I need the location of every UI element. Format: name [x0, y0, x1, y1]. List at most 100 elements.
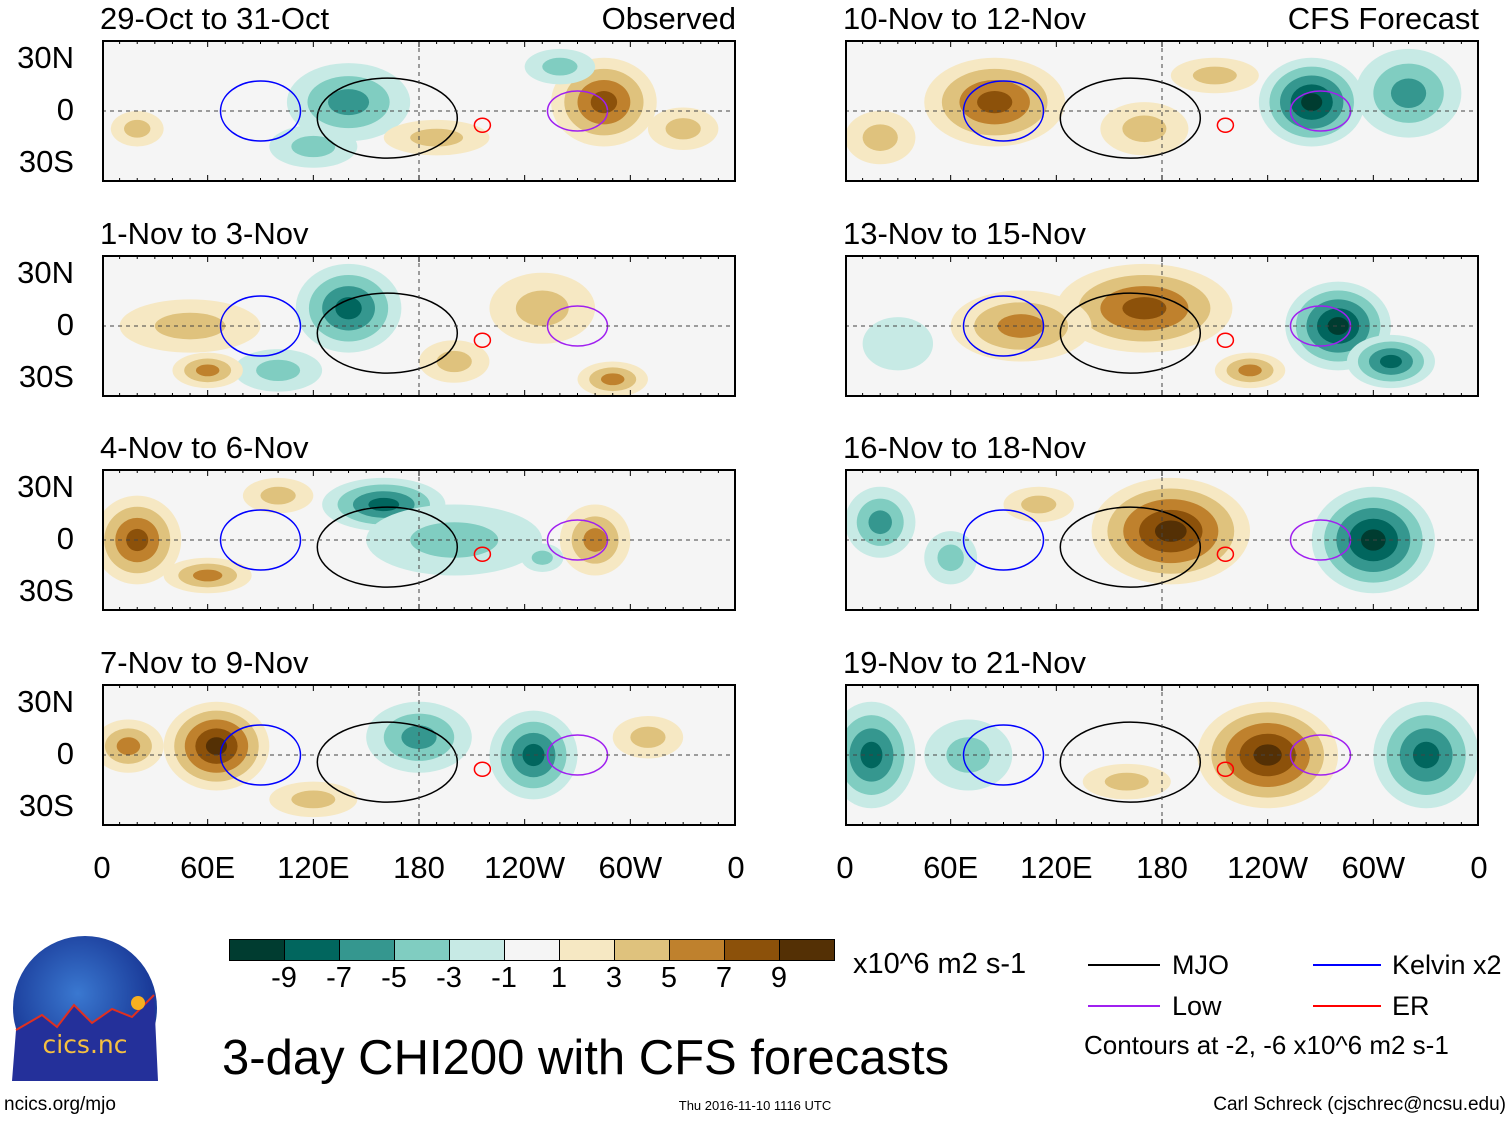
panel-frame [102, 469, 736, 611]
kelvin-contour [219, 295, 302, 357]
lat-label: 30N [17, 40, 74, 75]
anomaly-contour-fill [436, 350, 472, 373]
colorbar-label: -7 [326, 962, 352, 994]
map-panel [102, 255, 736, 397]
anomaly-contour-fill [937, 544, 964, 572]
units-label: x10^6 m2 s-1 [853, 948, 1027, 980]
anomaly-contour-fill [1122, 297, 1167, 320]
map-panel [102, 469, 736, 611]
anomaly-contour-fill [1238, 364, 1262, 377]
lon-label: 60E [180, 850, 236, 885]
anomaly-contour-fill [862, 124, 898, 151]
legend-kelvin-label: Kelvin x2 [1392, 950, 1502, 980]
anomaly-contour-fill [192, 569, 223, 582]
lat-label: 30S [18, 359, 74, 394]
lat-label: 30S [18, 788, 74, 823]
mjo-contour [316, 292, 459, 374]
anomaly-contour-fill [977, 91, 1013, 114]
anomaly-contour-fill [328, 89, 370, 116]
panel-frame [845, 255, 1479, 397]
footer-url[interactable]: ncics.org/mjo [4, 1094, 116, 1115]
anomaly-contour-fill [1122, 115, 1167, 143]
mjo-contour [1059, 292, 1202, 374]
legend-low-label: Low [1172, 991, 1222, 1021]
kelvin-contour [962, 509, 1045, 571]
lat-label: 30S [18, 144, 74, 179]
colorbar-label: 3 [605, 962, 623, 994]
colorbar-label: 7 [715, 962, 733, 994]
anomaly-contour-fill [515, 290, 569, 326]
lon-label: 0 [836, 850, 854, 885]
anomaly-contour-fill [522, 743, 545, 767]
logo-text: cics.nc [43, 1030, 128, 1059]
panel-title: 29-Oct to 31-Oct [100, 1, 330, 36]
anomaly-contour-fill [116, 737, 141, 755]
lon-label: 60W [1341, 850, 1406, 885]
lon-label: 120E [277, 850, 350, 885]
colorbar-label: 9 [770, 962, 788, 994]
anomaly-contour-fill [1104, 772, 1149, 791]
cics-logo: cics.nc [12, 936, 158, 1081]
anomaly-contour-fill [260, 486, 296, 505]
footer-credit: Carl Schreck (cjschrec@ncsu.edu) [1213, 1094, 1506, 1115]
panel-frame [845, 40, 1479, 182]
anomaly-contour-fill [410, 128, 464, 147]
lon-label: 0 [93, 850, 111, 885]
mjo-contour [1059, 77, 1202, 159]
mjo-contour [316, 721, 459, 803]
panel-title: 1-Nov to 3-Nov [100, 216, 309, 251]
legend-mjo-label: MJO [1172, 950, 1229, 980]
map-panel [845, 255, 1479, 397]
er-contour [473, 761, 492, 777]
mjo-contour [1059, 721, 1202, 803]
lat-label: 30S [18, 573, 74, 608]
kelvin-contour [962, 80, 1045, 142]
mjo-contour [1059, 506, 1202, 588]
colorbar-swatch [724, 939, 780, 961]
lon-label: 180 [393, 850, 445, 885]
lat-label: 0 [56, 521, 74, 556]
panel-title: 19-Nov to 21-Nov [843, 645, 1086, 680]
er-contour [473, 117, 492, 133]
colorbar-swatch [779, 939, 835, 961]
panel-title: 16-Nov to 18-Nov [843, 430, 1086, 465]
anomaly-contour-fill [368, 497, 400, 512]
lat-label: 0 [56, 92, 74, 127]
legend-low-line [1088, 1005, 1160, 1007]
colorbar-swatch [559, 939, 615, 961]
anomaly-contour-fill [1301, 93, 1323, 111]
legend-er-line [1313, 1005, 1381, 1007]
kelvin-contour [219, 80, 302, 142]
anomaly-contour-fill [1021, 495, 1057, 514]
panel-frame [102, 40, 736, 182]
anomaly-contour-fill [291, 135, 336, 158]
kelvin-contour [219, 509, 302, 571]
panel-frame [845, 684, 1479, 826]
lat-label: 30N [17, 684, 74, 719]
panel-frame [845, 469, 1479, 611]
anomaly-contour-fill [583, 528, 607, 552]
lon-label: 0 [727, 850, 745, 885]
anomaly-contour-fill [862, 317, 934, 371]
anomaly-contour-fill [401, 725, 437, 750]
legend-mjo-line [1088, 964, 1160, 966]
figure-title: 3-day CHI200 with CFS forecasts [222, 1031, 950, 1085]
colorbar-swatch [229, 939, 285, 961]
panel-frame [102, 684, 736, 826]
anomaly-contour-fill [1327, 317, 1349, 335]
anomaly-contour-fill [1253, 744, 1282, 766]
anomaly-contour-fill [291, 790, 336, 809]
anomaly-contour-fill [600, 373, 625, 386]
mjo-contour [316, 77, 459, 159]
colorbar-swatch [284, 939, 340, 961]
colorbar-label: -5 [381, 962, 407, 994]
anomaly-contour-fill [1154, 520, 1187, 542]
contours-note: Contours at -2, -6 x10^6 m2 s-1 [1084, 1030, 1449, 1060]
panel-title: 10-Nov to 12-Nov [843, 1, 1086, 36]
map-panel [102, 684, 736, 826]
map-panel [845, 469, 1479, 611]
map-panel [845, 40, 1479, 182]
anomaly-contour-fill [630, 726, 666, 748]
er-contour [473, 332, 492, 348]
